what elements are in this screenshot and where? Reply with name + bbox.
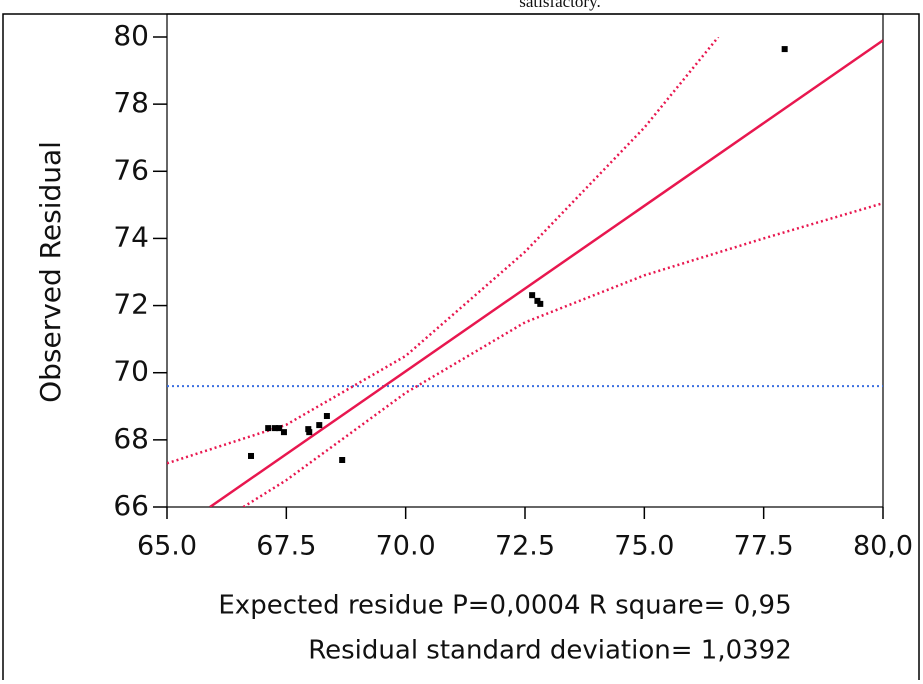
y-tick-label: 68: [113, 422, 149, 455]
x-tick-label: 67.5: [256, 531, 316, 562]
x-axis-title: Expected residue P=0,0004 R square= 0,95: [218, 591, 791, 621]
confidence-lower: [242, 201, 883, 507]
chart-title: satisfactory.: [519, 0, 601, 11]
y-tick-label: 72: [113, 288, 149, 321]
x-tick-label: 70.0: [376, 531, 436, 562]
point: [280, 429, 287, 436]
x-tick-label: 65.0: [137, 531, 197, 562]
point: [534, 297, 541, 304]
point: [339, 457, 346, 463]
y-tick-label: 80: [113, 19, 149, 52]
point: [248, 452, 255, 459]
point: [271, 425, 278, 432]
y-tick-label: 78: [113, 86, 149, 119]
y-tick-label: 74: [113, 220, 149, 253]
point: [265, 425, 272, 432]
confidence-upper: [167, 37, 720, 465]
x-tick-label: 75.0: [614, 531, 674, 562]
point: [529, 292, 536, 299]
plot-frame: [166, 13, 884, 508]
y-tick-label: 66: [113, 489, 149, 522]
point: [306, 429, 313, 436]
x-tick-label: 72.5: [495, 531, 555, 562]
point: [316, 422, 323, 429]
point: [537, 300, 544, 307]
x-tick-label: 80,0: [853, 531, 913, 562]
plot-area: [167, 37, 883, 507]
x-tick-label: 77.5: [734, 531, 794, 562]
point: [781, 46, 788, 53]
point: [323, 413, 330, 420]
fit-line: [209, 39, 883, 507]
x-axis-subtitle: Residual standard deviation= 1,0392: [308, 636, 792, 666]
point: [276, 425, 283, 432]
y-tick-label: 76: [113, 153, 149, 186]
point: [305, 426, 312, 433]
y-tick-label: 70: [113, 355, 149, 388]
y-axis-title: Observed Residual: [34, 141, 67, 403]
